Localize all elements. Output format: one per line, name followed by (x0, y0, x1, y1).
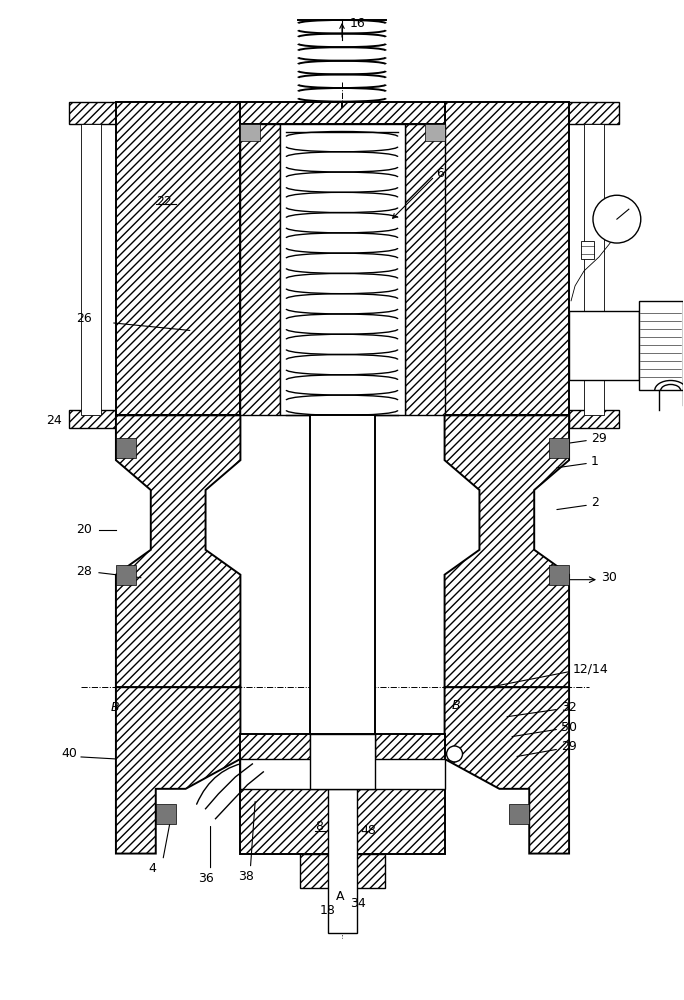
Text: 32: 32 (561, 701, 577, 714)
Text: 34: 34 (350, 897, 366, 910)
Polygon shape (584, 124, 604, 415)
Polygon shape (310, 734, 375, 789)
Text: B: B (451, 699, 460, 712)
Polygon shape (116, 102, 240, 415)
Text: B: B (111, 701, 120, 714)
Polygon shape (240, 734, 445, 789)
Text: 26: 26 (76, 312, 92, 325)
Circle shape (447, 746, 462, 762)
Polygon shape (116, 415, 240, 687)
Polygon shape (116, 687, 240, 854)
Polygon shape (156, 804, 176, 824)
Text: 29: 29 (561, 740, 577, 753)
Polygon shape (445, 687, 569, 854)
Polygon shape (445, 415, 569, 687)
Polygon shape (240, 102, 445, 124)
Text: 8: 8 (315, 820, 323, 833)
Text: 2: 2 (591, 496, 599, 509)
Polygon shape (69, 102, 185, 124)
Bar (280, 124, 405, 415)
Polygon shape (499, 102, 619, 124)
Text: 4: 4 (149, 862, 157, 875)
Polygon shape (310, 415, 375, 734)
Polygon shape (549, 565, 569, 585)
Text: 48: 48 (360, 824, 376, 837)
Polygon shape (425, 124, 445, 141)
Polygon shape (445, 102, 569, 415)
Text: 1: 1 (591, 455, 599, 468)
Polygon shape (328, 789, 357, 933)
Polygon shape (300, 854, 385, 888)
Polygon shape (240, 124, 280, 415)
Polygon shape (569, 311, 639, 380)
Text: 6: 6 (436, 167, 445, 180)
Polygon shape (240, 124, 261, 141)
Text: A: A (336, 890, 345, 903)
Text: 16: 16 (350, 17, 366, 30)
Circle shape (593, 195, 641, 243)
Polygon shape (81, 124, 101, 415)
Polygon shape (639, 301, 683, 390)
Polygon shape (581, 241, 594, 259)
Text: 36: 36 (198, 872, 213, 885)
Polygon shape (405, 124, 445, 415)
Text: 24: 24 (47, 414, 62, 427)
Polygon shape (569, 410, 619, 428)
Text: 28: 28 (76, 565, 92, 578)
Text: 12/14: 12/14 (573, 663, 609, 676)
Polygon shape (510, 804, 529, 824)
Text: 50: 50 (561, 721, 577, 734)
Text: 29: 29 (591, 432, 607, 445)
Polygon shape (116, 438, 136, 458)
Polygon shape (69, 410, 116, 428)
Polygon shape (549, 438, 569, 458)
Text: 20: 20 (76, 523, 92, 536)
Text: 30: 30 (601, 571, 617, 584)
Text: 38: 38 (239, 870, 254, 883)
Text: 40: 40 (61, 747, 77, 760)
Polygon shape (116, 565, 136, 585)
Text: 18: 18 (320, 904, 336, 917)
Text: 22: 22 (156, 195, 172, 208)
Polygon shape (240, 734, 445, 854)
